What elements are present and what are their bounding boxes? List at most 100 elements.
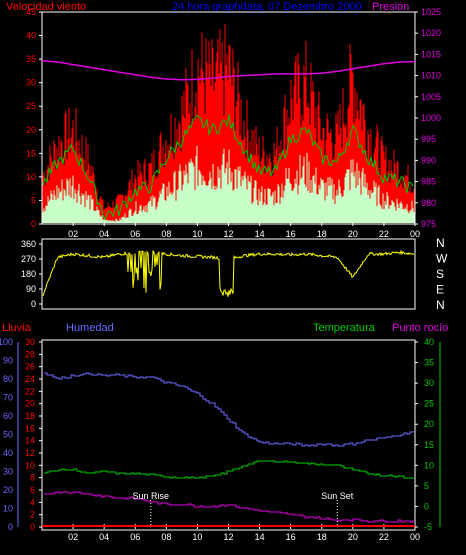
x-tick-label: 14 [255,229,265,239]
direction-y-tick-label: 270 [21,254,36,264]
rain-y-tick-label: 24 [25,374,35,384]
direction-y-tick-label: 90 [26,284,36,294]
temperature-y-tick-label: 30 [424,378,434,388]
legend-rain: Lluvia [2,322,32,334]
x-tick-label: 18 [317,229,327,239]
x-tick-label: 06 [130,532,140,542]
x-tick-label: 12 [223,229,233,239]
wind-y-tick-label: 10 [26,172,36,182]
humidity-y-tick-label: 0 [8,522,13,532]
rain-y-tick-label: 12 [25,448,35,458]
compass-label: S [436,267,444,281]
compass-label: N [436,236,445,250]
x-tick-label: 02 [68,532,78,542]
temperature-line [44,460,414,479]
x-tick-label: 16 [286,532,296,542]
wind-y-tick-label: 30 [26,78,36,88]
wind-y-tick-label: 5 [31,195,36,205]
x-tick-label: 04 [99,532,109,542]
humidity-y-tick-label: 10 [3,504,13,514]
rain-y-tick-label: 6 [30,485,35,495]
pressure-y-tick-label: 1020 [421,28,441,38]
rain-y-tick-label: 10 [25,460,35,470]
x-tick-label: 10 [192,229,202,239]
humidity-line [44,372,414,447]
x-tick-label: 14 [255,532,265,542]
humidity-y-tick-label: 20 [3,485,13,495]
rain-y-tick-label: 4 [30,497,35,507]
rain-y-tick-label: 30 [25,337,35,347]
rain-y-tick-label: 20 [25,399,35,409]
x-tick-label: 10 [192,532,202,542]
pressure-y-tick-label: 995 [421,134,436,144]
temperature-y-tick-label: 25 [424,399,434,409]
chart-title: 24 hora graphdata, 07 Dezembro 2000 [172,1,362,13]
x-tick-label: 00 [410,532,420,542]
climate-plot-frame [41,339,416,531]
humidity-y-tick-label: 30 [3,467,13,477]
pressure-y-tick-label: 980 [421,198,436,208]
humidity-y-tick-label: 70 [3,393,13,403]
pressure-y-tick-label: 985 [421,177,436,187]
rain-y-tick-label: 18 [25,411,35,421]
temperature-y-tick-label: 10 [424,460,434,470]
humidity-y-tick-label: 90 [3,356,13,366]
pressure-y-tick-label: 975 [421,219,436,229]
dewpoint-line [44,491,414,523]
climate-plot: 0102030405060708090100024681012141618202… [0,337,441,542]
x-tick-label: 20 [348,229,358,239]
wind-plot: 0510152025303540459759809859909951000100… [26,7,441,239]
x-tick-label: 22 [379,532,389,542]
direction-y-tick-label: 0 [31,299,36,309]
x-tick-label: 16 [286,229,296,239]
rain-y-tick-label: 2 [30,510,35,520]
x-tick-label: 18 [317,532,327,542]
x-tick-label: 06 [130,229,140,239]
rain-y-tick-label: 26 [25,362,35,372]
sun-marker-label: Sun Set [321,491,354,501]
temperature-y-tick-label: 20 [424,419,434,429]
wind-axis-label: Velocidad viento [6,1,86,13]
pressure-line [41,60,416,81]
x-tick-label: 12 [223,532,233,542]
humidity-y-tick-label: 80 [3,374,13,384]
x-tick-label: 00 [410,229,420,239]
temperature-y-tick-label: 0 [424,501,429,511]
pressure-y-tick-label: 1025 [421,7,441,17]
x-tick-label: 02 [68,229,78,239]
rain-y-tick-label: 0 [30,522,35,532]
minimum-series [42,145,415,223]
temperature-y-tick-label: -5 [424,522,432,532]
pressure-y-tick-label: 1015 [421,49,441,59]
humidity-y-tick-label: 100 [0,337,13,347]
compass-label: W [436,252,448,266]
rain-y-tick-label: 22 [25,386,35,396]
pressure-y-tick-label: 1005 [421,92,441,102]
humidity-y-tick-label: 60 [3,411,13,421]
rain-y-tick-label: 8 [30,473,35,483]
rain-y-tick-label: 16 [25,423,35,433]
wind-y-tick-label: 35 [26,54,36,64]
direction-plot-frame [41,238,416,310]
temperature-y-tick-label: 15 [424,440,434,450]
humidity-y-tick-label: 40 [3,448,13,458]
humidity-y-tick-label: 50 [3,430,13,440]
x-tick-label: 22 [379,229,389,239]
wind-y-tick-label: 25 [26,101,36,111]
temperature-y-tick-label: 35 [424,358,434,368]
x-tick-label: 04 [99,229,109,239]
legend-humidity: Humedad [66,322,114,334]
legend-temperature: Temperatura [313,322,376,334]
direction-line [42,249,415,297]
x-tick-label: 20 [348,532,358,542]
pressure-y-tick-label: 1000 [421,113,441,123]
rain-y-tick-label: 14 [25,436,35,446]
compass-label: E [436,283,444,297]
pressure-y-tick-label: 990 [421,155,436,165]
x-tick-label: 08 [161,229,171,239]
pressure-axis-label: Presión [372,1,409,13]
compass-label: N [436,298,445,312]
temperature-y-tick-label: 5 [424,481,429,491]
